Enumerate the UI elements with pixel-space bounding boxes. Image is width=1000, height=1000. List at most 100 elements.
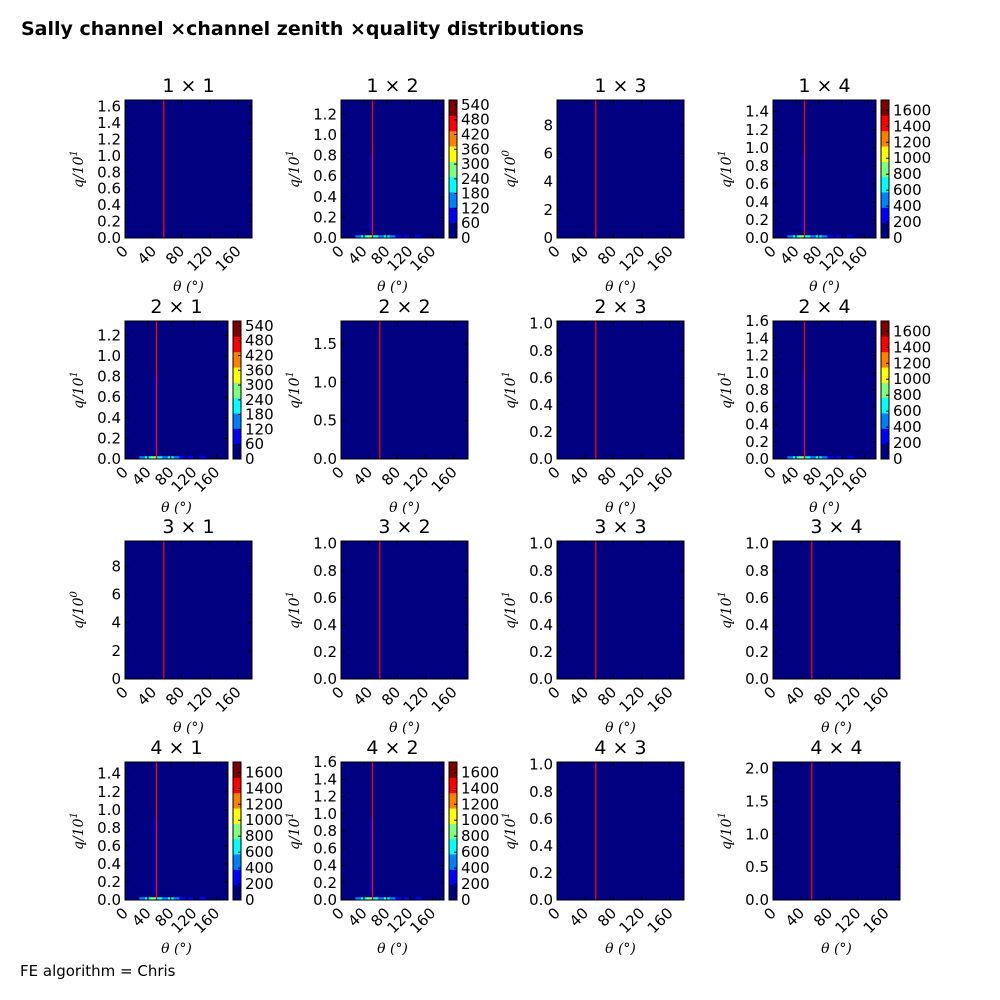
heatmap-cell xyxy=(847,235,854,239)
heatmap-cell xyxy=(798,456,805,460)
y-tick-label: 0.0 xyxy=(529,670,553,688)
y-tick-label: 1.0 xyxy=(313,126,337,144)
y-axis-label: q/101 xyxy=(501,371,519,409)
x-tick-label: 120 xyxy=(616,242,649,275)
y-tick-label: 1.0 xyxy=(745,535,769,553)
y-tick-label: 1.4 xyxy=(97,114,121,132)
y-tick-label: 0.2 xyxy=(97,429,121,447)
heatmap-cell xyxy=(199,456,206,460)
colorbar-tick-label: 800 xyxy=(893,386,922,404)
colorbar-tick-label: 600 xyxy=(893,181,922,199)
y-tick-label: 0.6 xyxy=(529,810,553,828)
colorbar-tick-label: 1000 xyxy=(893,370,931,388)
x-tick-label: 40 xyxy=(782,904,808,930)
heatmap-area xyxy=(341,762,444,900)
heatmap-area xyxy=(773,100,876,238)
colorbar-segment xyxy=(449,207,457,224)
colorbar-segment xyxy=(449,808,457,824)
colorbar-segment xyxy=(233,321,241,337)
y-tick-label: 1.2 xyxy=(745,121,769,139)
colorbar-segment xyxy=(449,854,457,870)
y-tick-label: 6 xyxy=(111,586,121,604)
colorbar-segment xyxy=(233,823,241,840)
x-tick-label: 40 xyxy=(566,463,592,489)
heatmap-area xyxy=(557,762,684,900)
y-tick-label: 1.5 xyxy=(313,335,337,353)
colorbar-segment xyxy=(233,792,241,809)
x-tick-label: 160 xyxy=(406,904,439,937)
heatmap-cell xyxy=(150,456,157,460)
colorbar-segment xyxy=(881,176,889,193)
heatmap-cell xyxy=(389,235,396,239)
x-tick-label: 0 xyxy=(544,463,563,482)
colorbar-segment xyxy=(881,100,889,116)
colorbar-tick-label: 1200 xyxy=(893,133,931,151)
y-tick-label: 0.8 xyxy=(745,562,769,580)
y-axis-label: q/101 xyxy=(717,812,735,850)
heatmap-cell xyxy=(847,456,854,460)
y-tick-label: 1.0 xyxy=(313,805,337,823)
x-tick-label: 160 xyxy=(644,904,677,937)
y-tick-label: 6 xyxy=(543,145,553,163)
heatmap-area xyxy=(341,100,444,238)
y-tick-label: 1.4 xyxy=(313,770,337,788)
colorbar-segment xyxy=(449,884,457,901)
y-axis-label: q/101 xyxy=(717,371,735,409)
x-tick-label: 40 xyxy=(566,683,592,709)
plot-frame xyxy=(772,540,901,680)
colorbar-tick-label: 1000 xyxy=(893,149,931,167)
x-tick-label: 40 xyxy=(350,463,376,489)
heatmap-area xyxy=(773,541,900,679)
panel-title: 1 × 3 xyxy=(594,75,646,97)
y-tick-label: 0.8 xyxy=(529,342,553,360)
footer-note: FE algorithm = Chris xyxy=(20,962,176,980)
x-axis-label: θ (°) xyxy=(161,941,192,957)
y-tick-label: 0.0 xyxy=(745,450,769,468)
y-tick-label: 0.0 xyxy=(97,891,121,909)
colorbar-segment xyxy=(449,192,457,208)
y-tick-label: 0.2 xyxy=(97,213,121,231)
x-tick-label: 160 xyxy=(644,683,677,716)
y-tick-label: 0.6 xyxy=(745,175,769,193)
heatmap-area xyxy=(125,321,228,459)
x-tick-label: 160 xyxy=(860,904,893,937)
y-tick-label: 1.0 xyxy=(745,364,769,382)
x-tick-label: 0 xyxy=(760,904,779,923)
y-tick-label: 0.4 xyxy=(529,616,553,634)
x-tick-label: 120 xyxy=(184,242,217,275)
colorbar-segment xyxy=(881,161,889,178)
y-tick-label: 0.8 xyxy=(313,822,337,840)
y-axis-label: q/101 xyxy=(69,371,87,409)
colorbar-tick-label: 180 xyxy=(461,185,490,203)
y-tick-label: 1.0 xyxy=(313,535,337,553)
colorbar-segment xyxy=(233,367,241,383)
y-tick-label: 0.0 xyxy=(313,670,337,688)
x-tick-label: 160 xyxy=(428,683,461,716)
heatmap-cell xyxy=(199,897,206,901)
colorbar-segment xyxy=(881,115,889,132)
x-axis-label: θ (°) xyxy=(161,500,192,516)
colorbar-tick-label: 180 xyxy=(245,406,274,424)
y-tick-label: 0.8 xyxy=(529,562,553,580)
colorbar-segment xyxy=(449,222,457,239)
colorbar-segment xyxy=(233,838,241,855)
y-tick-label: 1.6 xyxy=(745,312,769,330)
colorbar-frame xyxy=(880,320,890,460)
colorbar-tick-label: 300 xyxy=(461,155,490,173)
heatmap-cell xyxy=(787,235,794,239)
y-tick-label: 1.0 xyxy=(97,147,121,165)
x-tick-label: 40 xyxy=(350,683,376,709)
heatmap-cell xyxy=(156,456,163,460)
colorbar-segment xyxy=(881,413,889,429)
panel-title: 4 × 2 xyxy=(366,737,418,759)
y-tick-label: 0.6 xyxy=(97,388,121,406)
plot-frame xyxy=(124,540,253,680)
colorbar-segment xyxy=(233,413,241,429)
plot-frame xyxy=(556,99,685,239)
heatmap-cell xyxy=(162,897,169,901)
x-tick-label: 40 xyxy=(566,242,592,268)
x-tick-label: 0 xyxy=(112,904,131,923)
panel-title: 2 × 2 xyxy=(378,296,430,318)
colorbar-tick-label: 1400 xyxy=(461,779,499,797)
